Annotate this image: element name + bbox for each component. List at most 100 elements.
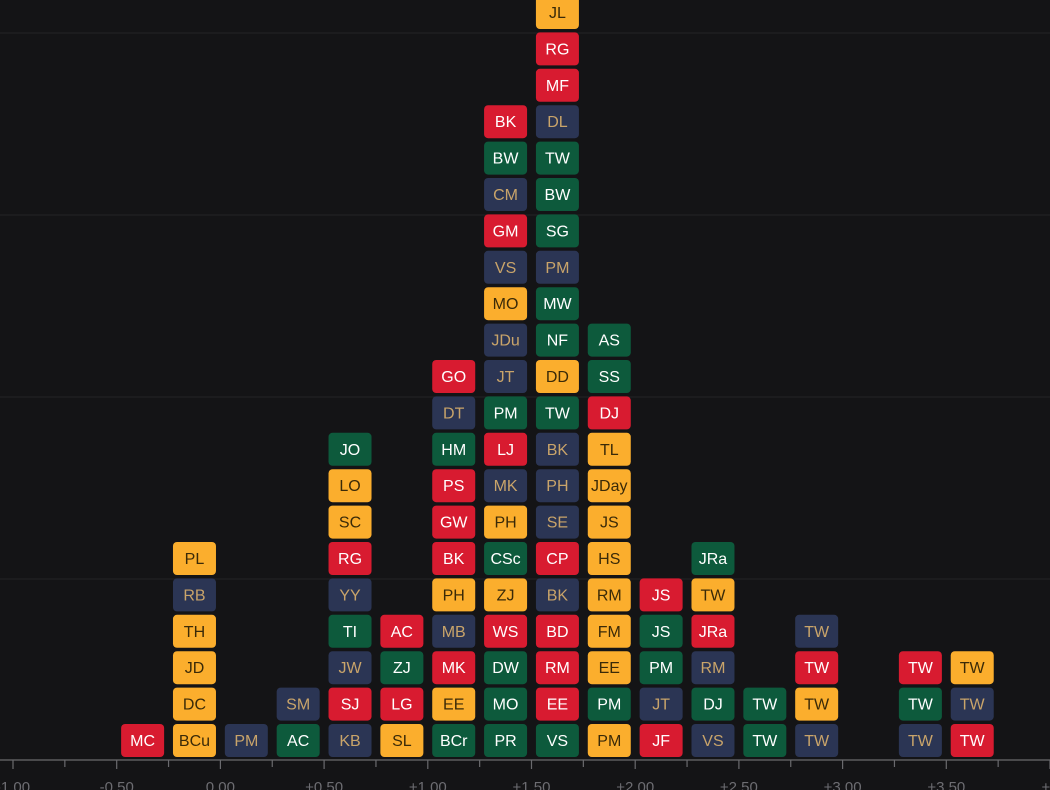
- chip: MW: [535, 287, 579, 321]
- chip-column: JF JT PM JS JS: [639, 578, 683, 757]
- chip: CP: [535, 542, 579, 575]
- chip-box: [950, 687, 994, 721]
- chip-label: AS: [599, 333, 620, 350]
- chip: SM: [276, 687, 320, 721]
- chip-label: BD: [546, 624, 568, 641]
- chip-label: AC: [391, 624, 413, 641]
- chip-box: [172, 687, 216, 721]
- chip-label: TW: [908, 660, 934, 677]
- chip-label: SC: [339, 515, 361, 532]
- chip-label: MC: [130, 733, 155, 750]
- chip-columns: MC BCu DC JD TH RB PL PM AC SM KB SJ JW TI YY RG SC LO JO S…: [121, 0, 994, 757]
- chip-box: [587, 651, 631, 685]
- chip-box: [587, 360, 631, 393]
- chip-box: [535, 469, 579, 503]
- chip: BK: [484, 105, 528, 139]
- chip-label: PH: [546, 478, 568, 495]
- chip-label: JD: [185, 660, 205, 677]
- chip-label: TW: [908, 697, 934, 714]
- chip-label: RM: [597, 587, 622, 604]
- chip-label: TW: [960, 733, 986, 750]
- chip: EE: [587, 651, 631, 685]
- chip-column: VS EE RM BD BK CP SE PH BK TW DD NF MW PM SG BW TW DL MF RG…: [535, 0, 579, 757]
- chip-label: RB: [183, 587, 205, 604]
- chip-box: [276, 687, 320, 721]
- chip-box: [691, 614, 735, 648]
- chip-box: [743, 687, 787, 721]
- chip: JO: [328, 432, 372, 466]
- chip-label: MO: [493, 296, 519, 313]
- chip-box: [535, 687, 579, 721]
- chip: VS: [535, 724, 579, 757]
- chip-column: PM: [224, 724, 268, 757]
- chip-label: EE: [443, 697, 464, 714]
- chip: KB: [328, 724, 372, 757]
- chip: TW: [950, 687, 994, 721]
- chip-box: [691, 724, 735, 757]
- chip-label: JO: [340, 442, 360, 459]
- chip: JL: [535, 0, 579, 29]
- chip-box: [535, 250, 579, 284]
- chip-column: TW TW TW: [950, 651, 994, 757]
- chip-label: DL: [547, 114, 568, 131]
- chip-label: BW: [493, 151, 520, 168]
- chip-box: [535, 396, 579, 430]
- chip-box: [484, 141, 528, 175]
- chip: TW: [795, 651, 839, 685]
- chip: RM: [587, 578, 631, 612]
- chip-box: [484, 578, 528, 612]
- chip-column: TW TW TW: [898, 651, 942, 757]
- chip-box: [535, 432, 579, 466]
- chip: BW: [484, 141, 528, 175]
- chip-box: [587, 687, 631, 721]
- chip: TW: [898, 724, 942, 757]
- chip-box: [432, 360, 476, 393]
- chip-label: MK: [494, 478, 518, 495]
- chip-label: BCr: [440, 733, 468, 750]
- chip-box: [484, 651, 528, 685]
- chip: EE: [432, 687, 476, 721]
- chip-box: [432, 651, 476, 685]
- chip-label: BW: [545, 187, 572, 204]
- chip-box: [587, 542, 631, 575]
- chip-label: HM: [441, 442, 466, 459]
- chip-label: SJ: [341, 697, 360, 714]
- chip-box: [484, 724, 528, 757]
- chip-box: [535, 614, 579, 648]
- chip-label: BK: [495, 114, 517, 131]
- chip-box: [432, 432, 476, 466]
- chip-box: [172, 614, 216, 648]
- chip-label: PM: [597, 697, 621, 714]
- chip-label: TW: [701, 587, 727, 604]
- x-tick-label: +3.50: [927, 779, 965, 790]
- chip-box: [691, 542, 735, 575]
- chip: JRa: [691, 542, 735, 575]
- chip-box: [432, 542, 476, 575]
- chip: SS: [587, 360, 631, 393]
- chip-label: JS: [652, 624, 671, 641]
- chip-label: JT: [652, 697, 670, 714]
- chip-box: [380, 651, 424, 685]
- chip: MC: [121, 724, 165, 757]
- chip-label: TL: [600, 442, 619, 459]
- chip: PL: [172, 542, 216, 575]
- chip-box: [328, 614, 372, 648]
- chip: PH: [484, 505, 528, 539]
- chip-column: AC SM: [276, 687, 320, 757]
- chip-column: TW TW: [743, 687, 787, 757]
- chip: LJ: [484, 432, 528, 466]
- chip: PS: [432, 469, 476, 503]
- chip: RM: [691, 651, 735, 685]
- chip-label: JL: [549, 5, 566, 22]
- chip-label: DT: [443, 405, 465, 422]
- chip-box: [328, 542, 372, 575]
- chip-label: PH: [443, 587, 465, 604]
- chip-box: [639, 614, 683, 648]
- chip-label: JRa: [699, 624, 728, 641]
- chip: SE: [535, 505, 579, 539]
- chip-box: [172, 724, 216, 757]
- chip-label: JT: [497, 369, 515, 386]
- chip: DT: [432, 396, 476, 430]
- chip: TI: [328, 614, 372, 648]
